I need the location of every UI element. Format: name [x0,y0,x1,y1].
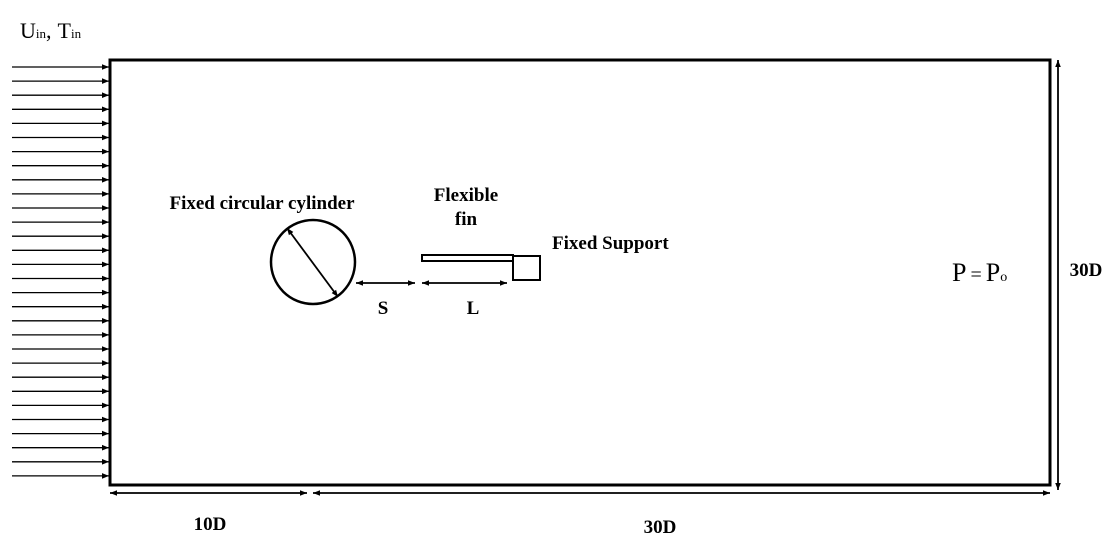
p0: P [986,258,1000,287]
fin [421,254,514,262]
cylinder-label: Fixed circular cylinder [169,193,355,214]
downstream-label: 30D [644,517,677,538]
diameter-arrow [286,227,339,298]
outlet-label: P = Po [952,258,1007,287]
inlet-arrows [12,64,109,479]
t-sub: in [71,26,82,41]
upstream-label: 10D [194,514,227,535]
length-label: L [467,298,480,319]
height-label: 30D [1070,260,1103,281]
inlet-label: Uin, Tin [20,18,82,43]
u: U [20,18,36,43]
fin-label: fin [455,209,478,230]
domain-boundary [108,58,1052,487]
separator: , [46,18,52,43]
p0-sub: o [1000,270,1007,285]
equals: = [970,264,981,286]
support [512,255,541,281]
u-sub: in [36,26,47,41]
t: T [58,18,72,43]
support-label: Fixed Support [552,233,669,254]
p: P [952,258,966,287]
cylinder [269,218,357,306]
fin-label: Flexible [434,185,498,206]
gap-label: S [378,298,389,319]
